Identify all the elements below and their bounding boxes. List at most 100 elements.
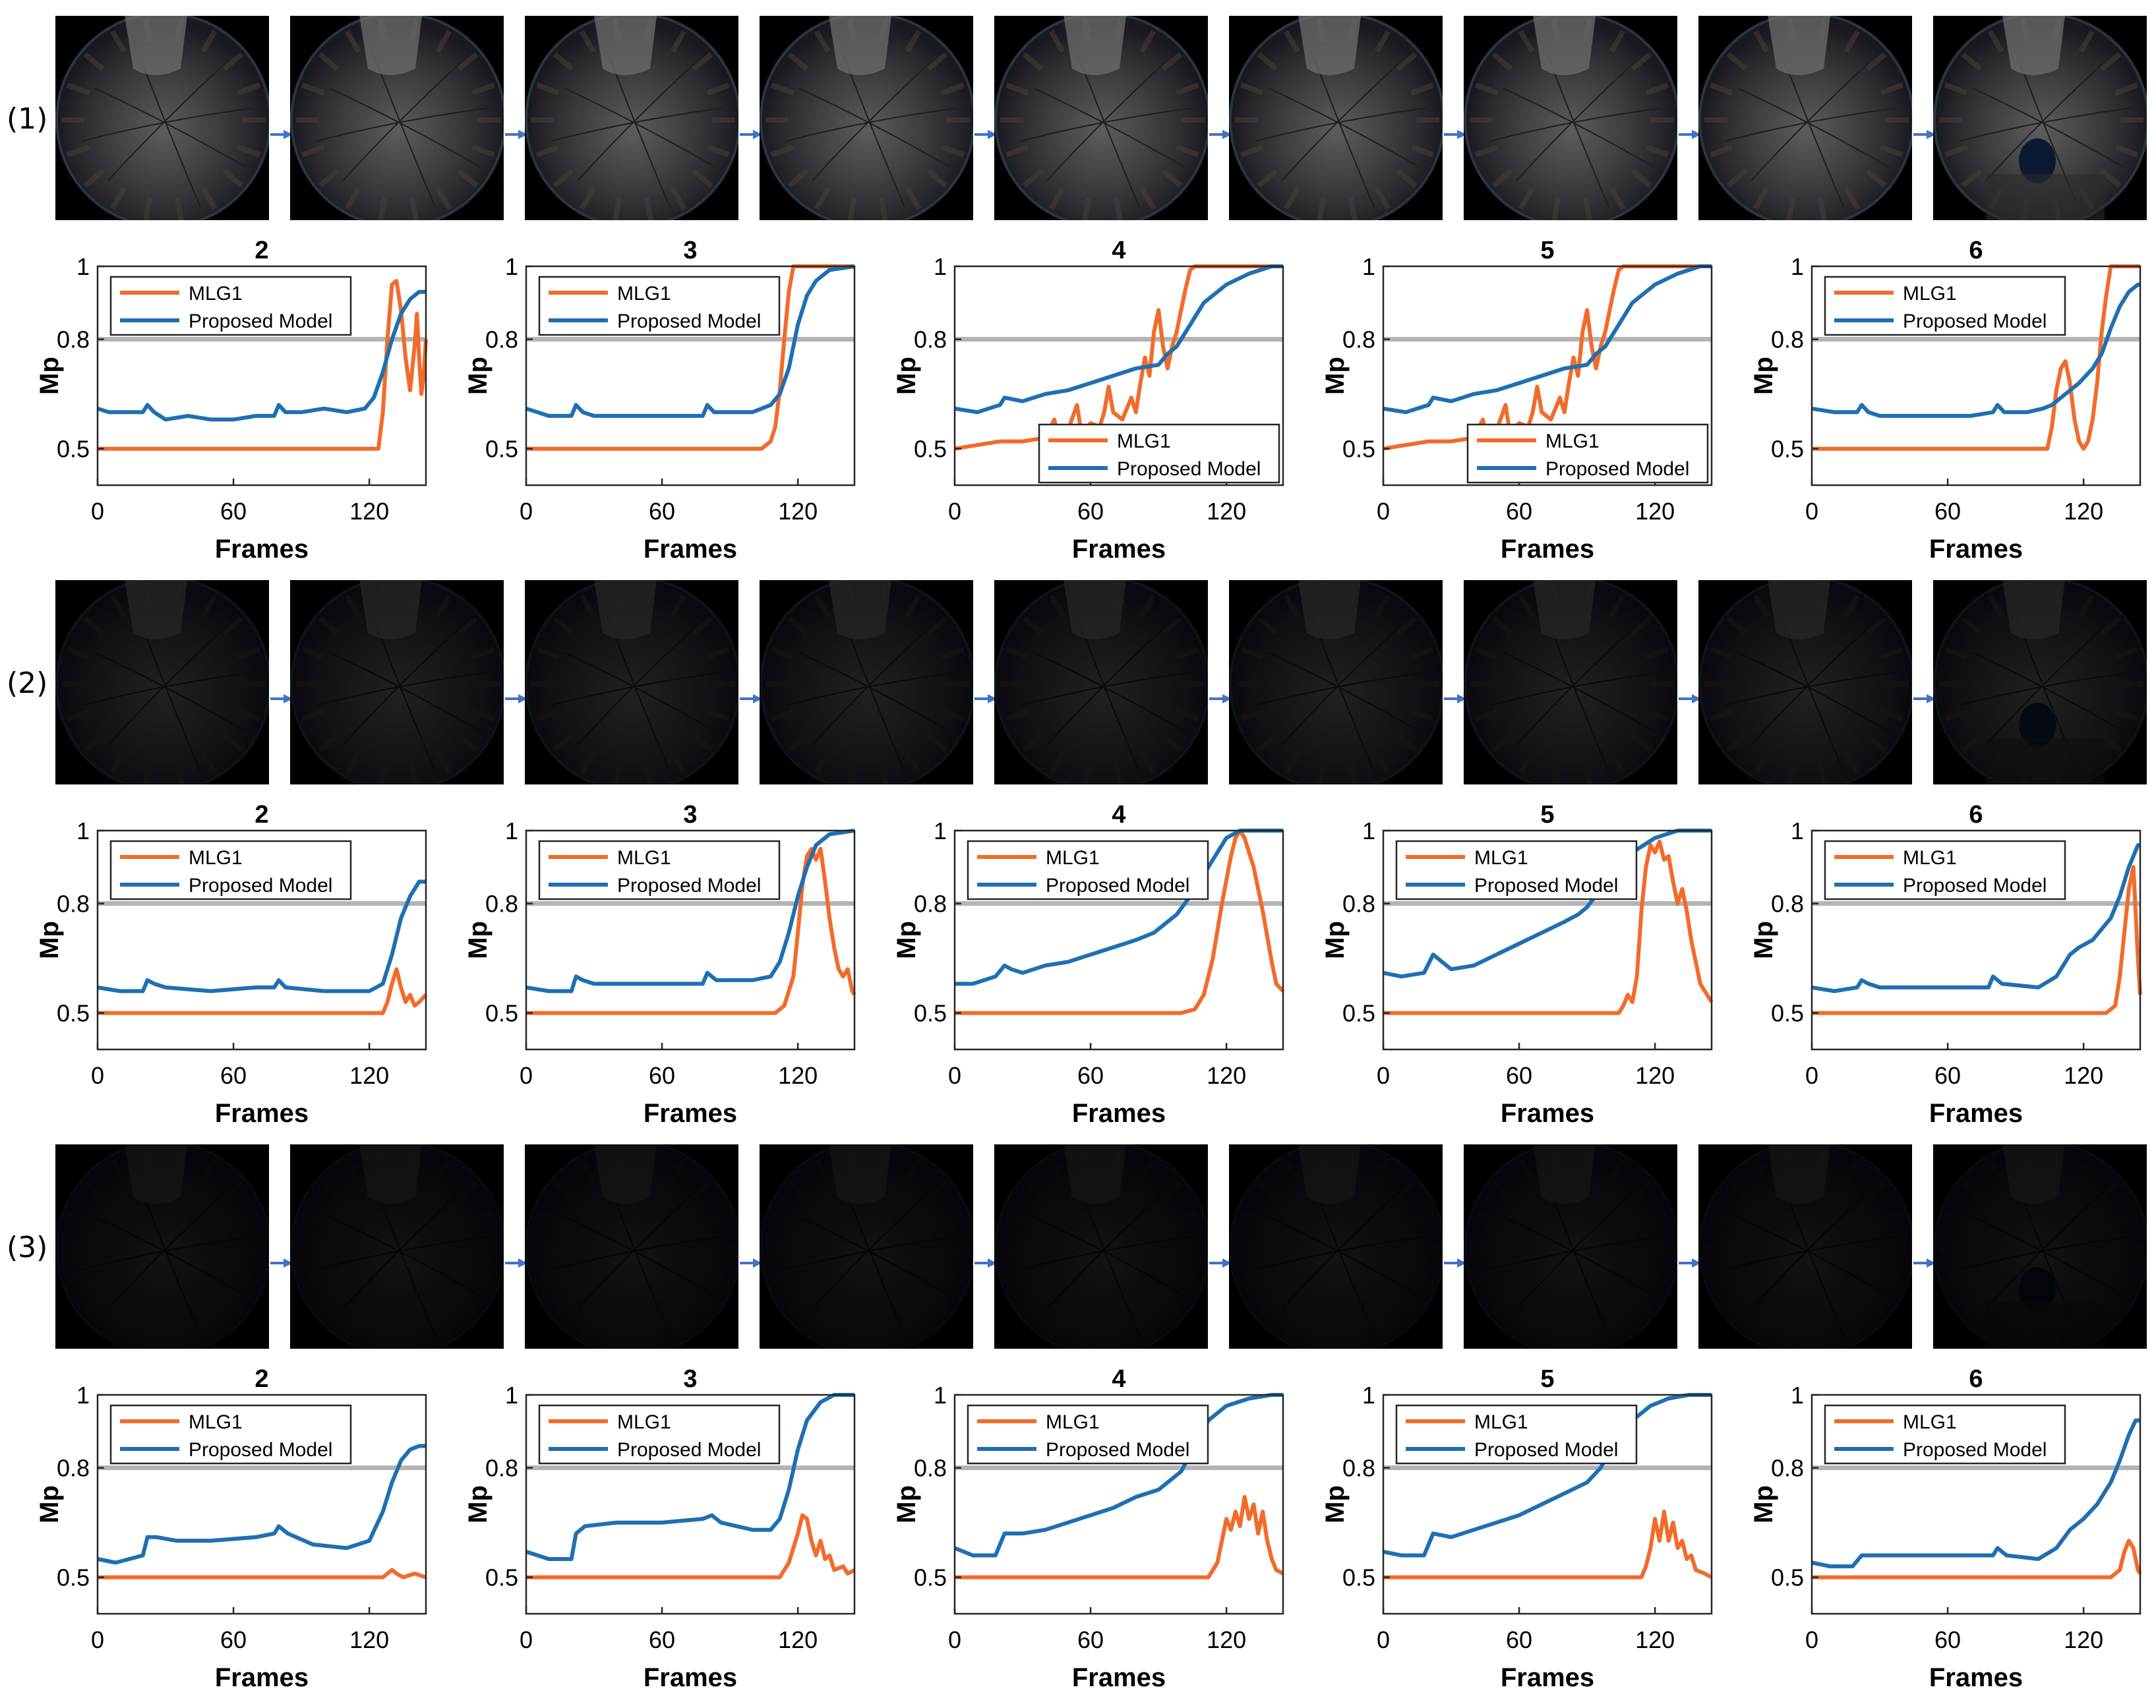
x-tick-label: 60 [649,498,675,525]
y-axis-label: Mp [1752,921,1778,959]
line-chart: 4 0 60 120 0.5 0.8 1 Frames Mp MLG1 Proposed Model [892,237,1284,564]
legend: MLG1 Proposed Model [109,840,352,900]
y-tick-label: 0.5 [914,1564,947,1591]
arrow-icon [974,1258,997,1268]
arrow-icon [1209,694,1232,703]
legend-label: MLG1 [1474,1411,1528,1433]
legend-label: Proposed Model [189,1439,332,1461]
y-tick-label: 0.8 [1771,891,1804,918]
y-tick-label: 0.8 [1342,326,1375,353]
x-tick-label: 60 [220,1062,247,1089]
series-line-mlg1 [526,1513,856,1579]
x-tick-label: 0 [948,498,961,525]
arrow-icon [974,130,997,139]
legend-label: Proposed Model [1046,1439,1189,1461]
fisheye-frame [1698,580,1912,784]
legend-label: Proposed Model [617,875,761,897]
y-tick-label: 0.8 [1771,1455,1804,1482]
x-axis-label: Frames [215,535,309,564]
legend-label: Proposed Model [1117,458,1261,480]
y-tick-label: 0.5 [1342,1000,1375,1027]
chart-title: 6 [1969,802,1983,829]
x-tick-label: 0 [1377,498,1390,525]
arrow-icon [1679,694,1701,703]
plot-area [525,829,856,1051]
legend: MLG1 Proposed Model [1824,840,2066,900]
y-tick-label: 0.8 [485,326,518,353]
x-axis-label: Frames [1929,1099,2023,1128]
x-tick-label: 120 [1207,1062,1246,1089]
x-axis-label: Frames [644,1663,737,1692]
y-tick-label: 1 [1791,817,1804,844]
y-axis-label: Mp [1324,357,1350,395]
y-tick-label: 0.5 [1771,1000,1804,1027]
y-tick-label: 1 [76,817,90,844]
fisheye-frame [1698,1144,1912,1349]
x-axis-label: Frames [1072,1099,1166,1128]
x-tick-label: 60 [1077,1626,1104,1653]
chart-title: 6 [1969,1366,1983,1393]
y-axis-label: Mp [38,1485,64,1523]
chart-title: 3 [683,237,697,264]
arrow-icon [1209,130,1232,139]
chart-panel: 2 0 60 120 0.5 0.8 1 Frames Mp MLG1 Proposed Model [35,237,439,574]
x-tick-label: 0 [948,1062,961,1089]
series-line-mlg1 [954,264,1283,451]
legend: MLG1 Proposed Model [967,840,1209,900]
arrow-icon [1209,1258,1232,1268]
fisheye-frame [525,16,738,220]
row-label: (2) [7,666,48,700]
y-tick-label: 0.5 [914,436,947,463]
y-axis-label: Mp [38,921,64,959]
legend-label: Proposed Model [1474,875,1618,897]
x-tick-label: 60 [1506,498,1532,525]
fisheye-frame [994,580,1208,784]
line-chart: 3 0 60 120 0.5 0.8 1 Frames Mp MLG1 Proposed Model [464,237,856,564]
fisheye-frame [290,580,504,784]
x-tick-label: 0 [91,1626,104,1653]
chart-panel: 5 0 60 120 0.5 0.8 1 Frames Mp MLG1 Proposed Model [1321,237,1725,574]
series-line-mlg1 [955,1494,1284,1579]
x-tick-label: 120 [2064,1062,2103,1089]
x-tick-label: 120 [778,498,818,525]
legend-label: MLG1 [1903,847,1957,869]
fisheye-frame [525,1144,738,1349]
y-tick-label: 1 [934,1382,947,1409]
fisheye-frame [1229,1144,1443,1349]
y-tick-label: 1 [505,253,518,280]
x-tick-label: 120 [1207,498,1246,525]
y-tick-label: 0.5 [57,1564,90,1591]
x-tick-label: 60 [1934,1626,1961,1653]
arrow-icon [1444,130,1466,139]
legend-label: Proposed Model [617,1439,761,1461]
series-line-proposed-model [97,289,426,422]
x-tick-label: 120 [349,1626,389,1653]
x-tick-label: 120 [349,1062,389,1089]
y-tick-label: 0.5 [485,1000,518,1027]
line-chart: 2 0 60 120 0.5 0.8 1 Frames Mp MLG1 Proposed Model [35,237,428,564]
x-tick-label: 120 [2064,1626,2103,1653]
plot-area [96,265,427,486]
legend-label: MLG1 [189,283,243,305]
legend-label: MLG1 [1117,430,1171,452]
legend-label: Proposed Model [189,875,332,897]
y-tick-label: 0.5 [57,436,90,463]
plot-area [525,265,856,486]
x-tick-label: 0 [520,1626,533,1653]
y-tick-label: 1 [934,253,947,280]
chart-title: 3 [683,802,697,829]
line-chart: 3 0 60 120 0.5 0.8 1 Frames Mp MLG1 Proposed Model [464,801,856,1128]
x-tick-label: 60 [220,1626,247,1653]
series-line-proposed-model [954,264,1283,415]
arrow-icon [1444,1258,1466,1268]
chart-title: 2 [255,237,268,264]
x-tick-label: 0 [1377,1626,1390,1653]
plot-area [1382,829,1713,1051]
fisheye-frame [1698,16,1912,220]
y-tick-label: 1 [76,253,90,280]
x-axis-label: Frames [644,1099,737,1128]
legend: MLG1 Proposed Model [109,1404,352,1465]
x-tick-label: 120 [349,498,389,525]
chart-title: 3 [683,1366,697,1393]
